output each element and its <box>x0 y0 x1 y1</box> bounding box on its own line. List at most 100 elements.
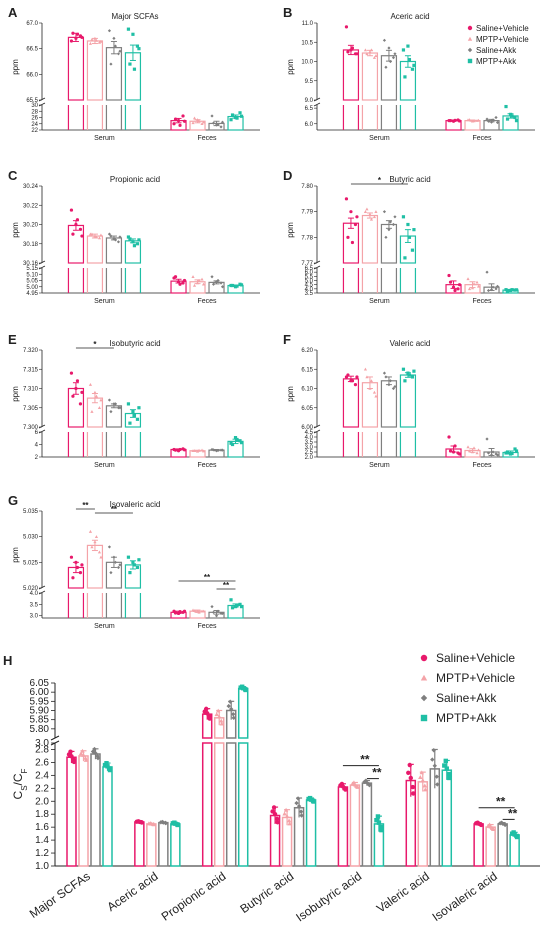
data-point <box>344 25 349 29</box>
data-point <box>243 687 248 693</box>
data-point <box>192 116 197 120</box>
data-point <box>369 48 374 52</box>
data-point <box>472 446 476 450</box>
data-point <box>88 383 93 386</box>
data-point <box>137 406 141 410</box>
data-point <box>201 120 206 124</box>
category-label: Propionic acid <box>159 869 229 924</box>
y-tick-label: 6 <box>35 430 39 436</box>
y-tick-label: 7.80 <box>301 184 313 190</box>
significance-label: * <box>378 176 382 185</box>
data-point <box>239 441 244 445</box>
y-tick-label: 4.0 <box>305 435 314 441</box>
data-point <box>349 210 353 214</box>
data-point <box>210 114 214 118</box>
data-point <box>457 452 462 456</box>
panel-C: C Propionic acid ppm 30.16 30.18 30.20 30.22 30… <box>8 168 260 305</box>
data-point <box>355 52 359 56</box>
legend-label: Saline+Akk <box>436 691 497 705</box>
data-point <box>384 235 388 239</box>
data-point <box>109 234 113 238</box>
data-point <box>299 813 304 818</box>
data-point <box>350 46 355 50</box>
data-point <box>444 766 449 771</box>
data-point <box>472 119 476 123</box>
data-point <box>107 398 112 402</box>
data-point <box>94 394 99 398</box>
data-point <box>391 222 396 227</box>
y-tick-label: 7.320 <box>23 348 39 354</box>
bar <box>86 40 104 101</box>
data-point <box>432 763 437 768</box>
category-label: Serum <box>369 298 390 305</box>
data-point <box>241 686 246 691</box>
y-tick-label: 4 <box>35 443 39 449</box>
data-point <box>374 54 378 58</box>
y-tick-label: 30 <box>31 103 38 109</box>
data-point <box>230 283 235 288</box>
panel-letter: B <box>283 5 292 20</box>
y-tick-label: 3.0 <box>305 445 314 451</box>
data-point <box>97 236 102 240</box>
bar <box>146 823 157 867</box>
data-point <box>78 227 83 231</box>
data-point <box>75 218 80 222</box>
data-point <box>393 384 397 389</box>
data-point <box>476 821 481 826</box>
data-point <box>210 275 214 279</box>
axis-break-mark <box>38 97 46 107</box>
y-tick-label: 6.05 <box>301 406 313 412</box>
panel-title: Valeric acid <box>390 339 431 348</box>
data-point <box>453 444 457 448</box>
bar <box>102 766 113 867</box>
significance-label: ** <box>372 766 382 780</box>
y-tick-label: 3.5 <box>305 440 314 446</box>
category-label: Feces <box>197 298 217 305</box>
data-point <box>131 240 135 244</box>
y-tick-label: 5.00 <box>26 285 38 291</box>
data-point <box>132 67 137 71</box>
panel-A: A Major SCFAs ppm 65.5 66.0 66.5 67.0 222426283… <box>8 5 260 142</box>
panel-D: D Butyric acid ppm 7.77 7.78 7.79 7.80 3.54.04.… <box>283 168 535 305</box>
data-point <box>113 238 118 242</box>
panel-title: Major SCFAs <box>111 12 158 21</box>
data-point <box>116 565 121 570</box>
category-label: Serum <box>369 462 390 469</box>
data-point <box>93 390 97 394</box>
data-point <box>407 762 412 768</box>
data-point <box>485 270 489 274</box>
bar <box>90 753 101 867</box>
data-point <box>467 118 472 121</box>
y-axis-label: ppm <box>11 547 20 563</box>
data-point <box>116 240 121 244</box>
data-point <box>197 448 201 452</box>
y-tick-label: 5.15 <box>26 266 38 272</box>
bar <box>361 782 373 867</box>
bar <box>67 224 85 264</box>
data-point <box>131 560 135 564</box>
data-point <box>374 394 378 398</box>
panel-title: Isobutyric acid <box>109 339 160 348</box>
data-point <box>393 52 397 56</box>
data-point <box>69 208 74 212</box>
y-tick-label: 10.5 <box>301 40 313 46</box>
bar <box>86 544 104 589</box>
data-point <box>74 36 78 41</box>
data-point <box>107 29 112 33</box>
data-point <box>235 603 239 608</box>
data-point <box>178 610 182 614</box>
data-point <box>214 712 219 717</box>
bar <box>305 799 317 867</box>
data-point <box>93 36 97 40</box>
data-point <box>486 451 491 455</box>
data-point <box>513 115 517 120</box>
data-point <box>447 273 451 278</box>
data-point <box>231 711 236 717</box>
data-point <box>182 119 187 123</box>
data-point <box>205 711 210 716</box>
bar <box>66 756 77 867</box>
data-point <box>175 822 181 828</box>
data-point <box>68 749 73 754</box>
data-point <box>126 235 131 239</box>
category-label: Serum <box>94 298 115 305</box>
